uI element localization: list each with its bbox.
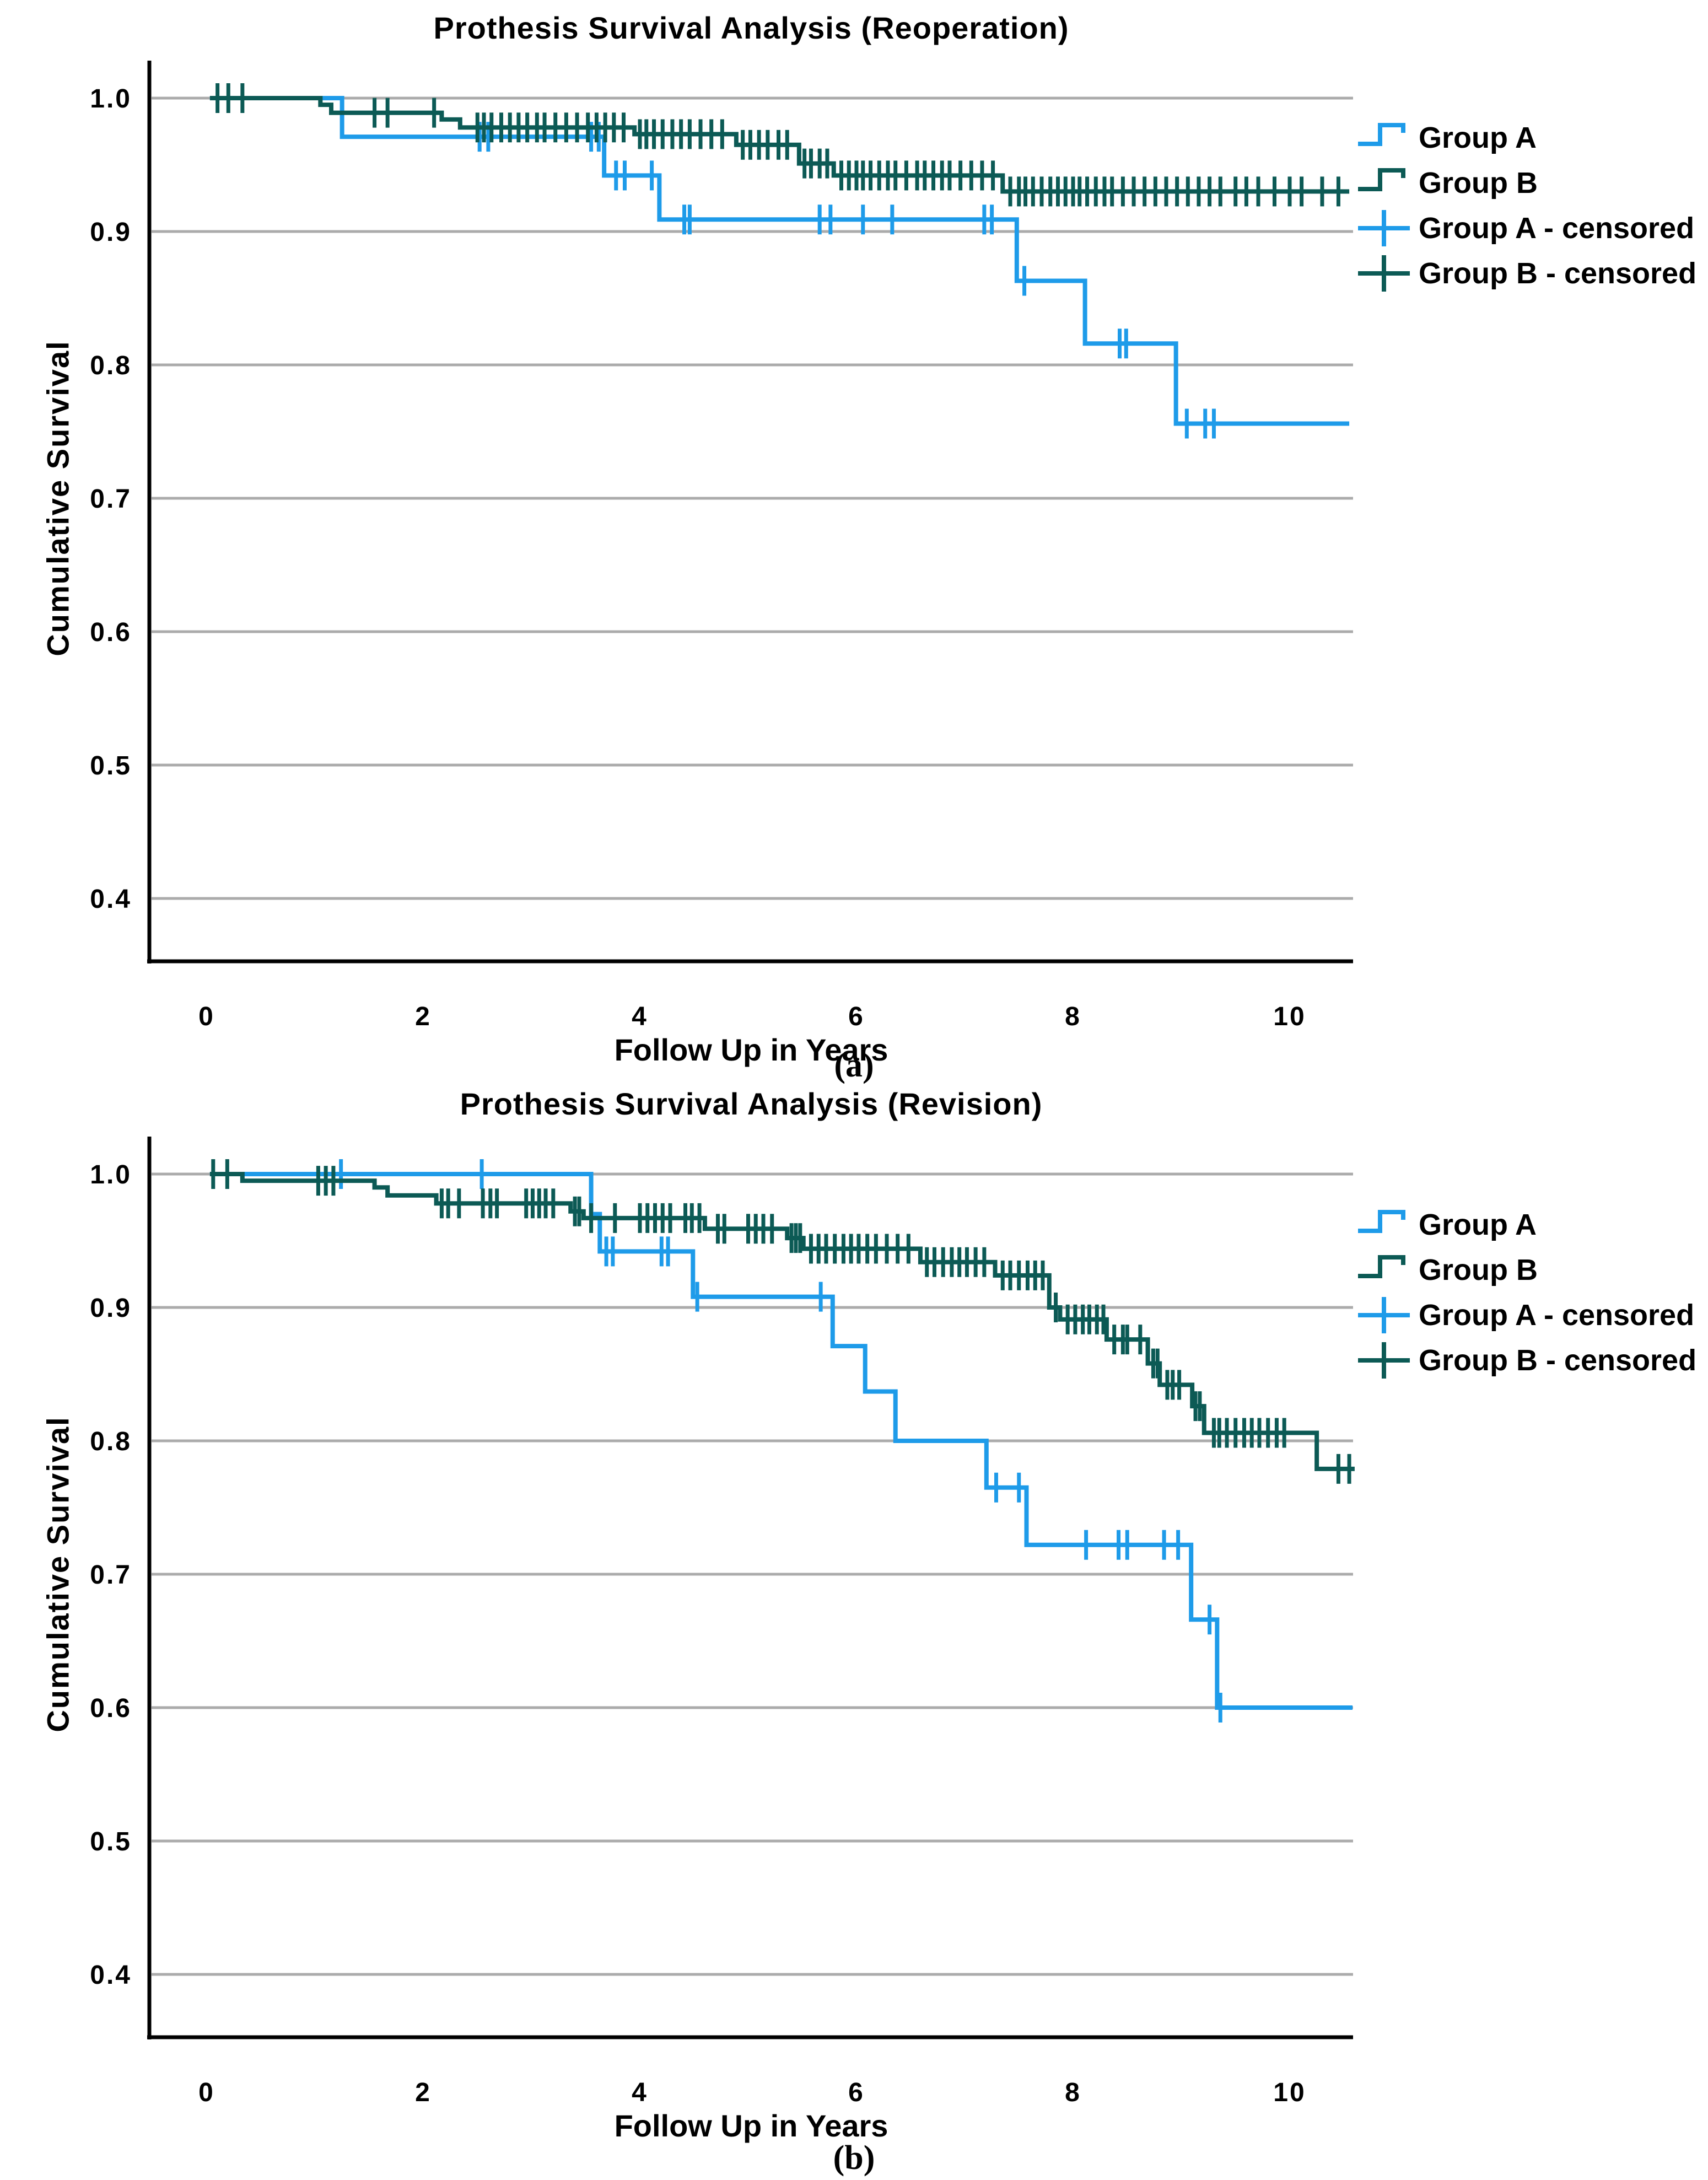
- x-tick-label: 10: [1273, 2078, 1306, 2107]
- chart-b-plot: 1.0 0.9 0.8 0.7 0.6 0.5 0.4 0 2 4 6 8 10: [90, 1137, 1355, 2107]
- chart-b-title: Prothesis Survival Analysis (Revision): [460, 1086, 1043, 1121]
- legend-item-group-b: Group B: [1357, 1249, 1538, 1291]
- survival-curve-group-b: [209, 96, 1350, 194]
- y-tick-label: 0.7: [90, 485, 132, 514]
- group-a-line-icon: [1358, 1210, 1405, 1233]
- x-tick-label: 0: [198, 2078, 215, 2107]
- group-a-censored-icon: [1358, 1297, 1410, 1333]
- x-tick-label: 8: [1065, 1002, 1081, 1031]
- chart-a-title: Prothesis Survival Analysis (Reoperation…: [433, 10, 1069, 45]
- group-b-censored-icon: [1358, 1342, 1410, 1379]
- y-tick-label: 0.4: [90, 885, 132, 914]
- panel-label-a: (a): [834, 1047, 874, 1084]
- y-tick-label: 0.9: [90, 218, 132, 247]
- y-tick-label: 0.5: [90, 1827, 132, 1856]
- y-tick-label: 0.6: [90, 618, 132, 647]
- x-tick-label: 6: [848, 2078, 865, 2107]
- legend-item-group-b: Group B: [1357, 162, 1538, 204]
- panel-label-b: (b): [833, 2139, 875, 2177]
- x-tick-label: 0: [198, 1002, 215, 1031]
- x-tick-label: 4: [632, 1002, 648, 1031]
- legend-item-group-b-censored: Group B - censored: [1357, 1339, 1696, 1381]
- y-tick-label: 0.6: [90, 1694, 132, 1723]
- legend-item-group-a: Group A: [1357, 117, 1537, 159]
- y-tick-label: 0.8: [90, 351, 132, 380]
- group-b-censored-icon: [1358, 255, 1410, 292]
- y-tick-label: 0.7: [90, 1560, 132, 1590]
- x-tick-label: 8: [1065, 2078, 1081, 2107]
- y-tick-label: 0.9: [90, 1294, 132, 1323]
- chart-b-x-axis-title: Follow Up in Years: [614, 2108, 888, 2143]
- group-a-line-icon: [1358, 123, 1405, 146]
- y-tick-label: 0.4: [90, 1961, 132, 1990]
- x-tick-label: 6: [848, 1002, 865, 1031]
- x-tick-label: 4: [632, 2078, 648, 2107]
- legend-item-group-a-censored: Group A - censored: [1357, 1294, 1694, 1336]
- x-tick-label: 10: [1273, 1002, 1306, 1031]
- y-tick-label: 0.8: [90, 1427, 132, 1456]
- group-b-line-icon: [1358, 168, 1405, 191]
- y-tick-label: 0.5: [90, 751, 132, 781]
- x-tick-label: 2: [415, 2078, 432, 2107]
- x-tick-label: 2: [415, 1002, 432, 1031]
- group-b-line-icon: [1358, 1255, 1405, 1278]
- y-tick-label: 1.0: [90, 84, 132, 114]
- survival-curve-group-a: [209, 1172, 1353, 1710]
- legend-item-group-a: Group A: [1357, 1204, 1537, 1246]
- legend-item-group-a-censored: Group A - censored: [1357, 207, 1694, 249]
- chart-a-x-axis-title: Follow Up in Years: [614, 1032, 888, 1067]
- y-tick-label: 1.0: [90, 1160, 132, 1189]
- legend-item-group-b-censored: Group B - censored: [1357, 252, 1696, 294]
- survival-curve-group-b: [209, 1172, 1355, 1471]
- group-a-censored-icon: [1358, 210, 1410, 246]
- chart-a-plot: 1.0 0.9 0.8 0.7 0.6 0.5 0.4 0 2 4 6 8 10: [90, 61, 1353, 1031]
- survival-curve-group-a: [209, 96, 1350, 426]
